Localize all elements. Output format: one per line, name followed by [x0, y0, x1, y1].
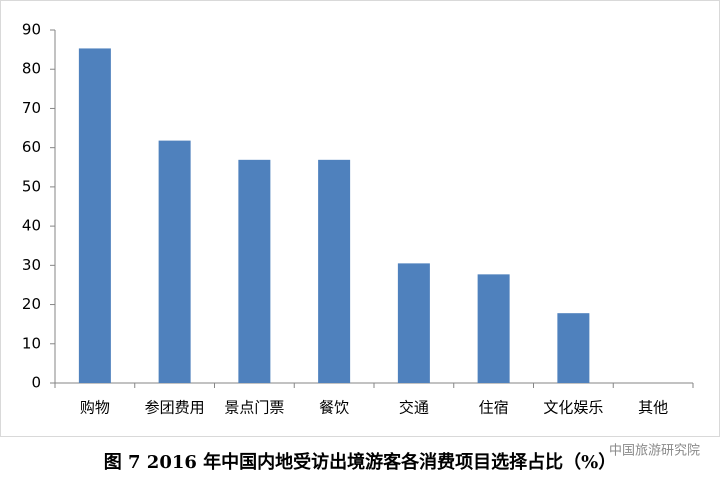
y-tick-label: 50: [22, 177, 41, 195]
bar: [397, 263, 430, 383]
bar: [238, 159, 271, 383]
bar: [158, 140, 191, 383]
x-tick-label: 景点门票: [224, 399, 284, 417]
y-tick-label: 60: [22, 138, 41, 156]
y-tick-label: 80: [22, 60, 41, 78]
y-tick-label: 30: [22, 256, 41, 274]
y-tick-label: 0: [31, 374, 41, 392]
y-tick-label: 40: [22, 217, 41, 235]
x-tick-label: 文化娱乐: [543, 399, 603, 417]
y-tick-label: 10: [22, 334, 41, 352]
x-tick-label: 交通: [399, 399, 429, 417]
y-tick-label: 20: [22, 295, 41, 313]
x-tick-label: 购物: [80, 399, 110, 417]
y-tick-label: 70: [22, 99, 41, 117]
bar: [318, 159, 351, 383]
y-tick-label: 90: [22, 21, 41, 39]
x-tick-label: 餐饮: [319, 399, 349, 417]
watermark: 中国旅游研究院: [609, 444, 700, 459]
bar: [477, 274, 510, 383]
x-tick-label: 住宿: [479, 399, 509, 417]
chart-caption: 图 7 2016 年中国内地受访出境游客各消费项目选择占比（%）: [104, 451, 617, 473]
x-tick-label: 其他: [638, 399, 668, 417]
x-tick-label: 参团费用: [145, 399, 205, 417]
bar: [557, 313, 590, 383]
bar: [78, 48, 111, 383]
